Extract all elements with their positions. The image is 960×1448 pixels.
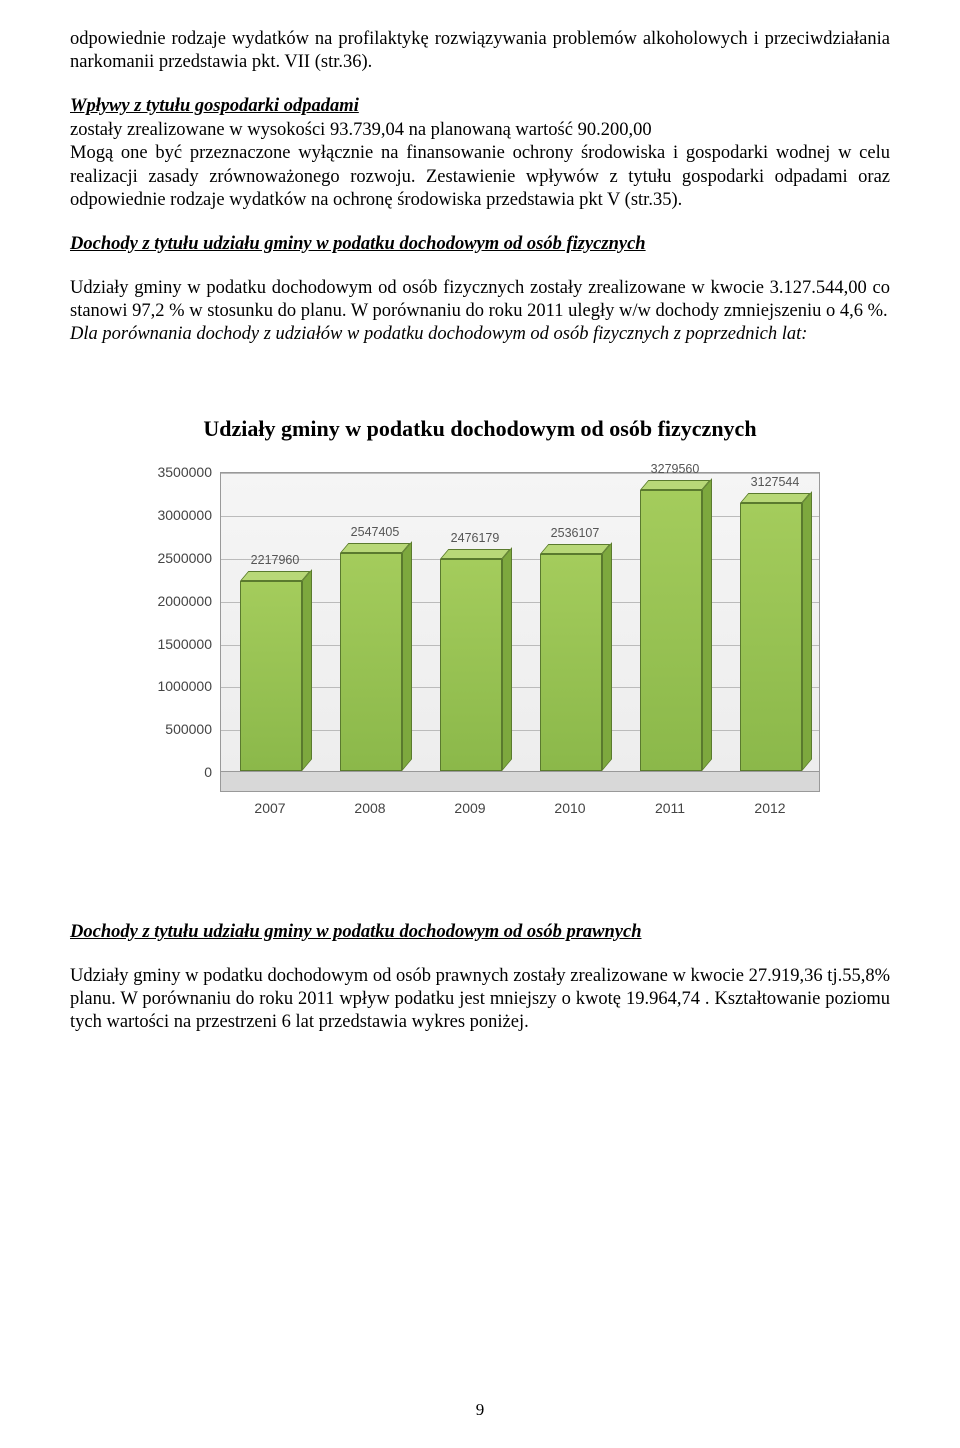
chart-plot-area: 2217960 2547405 2476179 2536107 3279560 31275…	[220, 472, 820, 772]
chart-x-label: 2007	[254, 800, 285, 816]
chart-bar-value: 2476179	[451, 531, 500, 545]
chart-x-label: 2011	[655, 800, 685, 816]
chart-y-label: 500000	[165, 721, 212, 737]
chart-bars: 2217960 2547405 2476179 2536107 3279560 31275…	[221, 473, 819, 771]
section-heading-2: Dochody z tytułu udziału gminy w podatku…	[70, 234, 646, 254]
paragraph-3-italic: Dla porównania dochody z udziałów w poda…	[70, 323, 890, 346]
section-heading-3-wrap: Dochody z tytułu udziału gminy w podatku…	[70, 922, 890, 943]
chart-x-label: 2012	[754, 800, 785, 816]
chart-bar: 3279560	[640, 490, 702, 771]
chart-y-label: 1000000	[157, 678, 212, 694]
chart-floor	[220, 772, 820, 792]
chart-y-label: 3500000	[157, 464, 212, 480]
chart-bar-value: 2536107	[551, 526, 600, 540]
section-heading-1: Wpływy z tytułu gospodarki odpadami	[70, 96, 890, 117]
chart-x-label: 2009	[454, 800, 485, 816]
chart-bar-value: 3127544	[751, 475, 800, 489]
section-heading-3: Dochody z tytułu udziału gminy w podatku…	[70, 922, 642, 942]
chart-y-label: 2500000	[157, 550, 212, 566]
chart-bar: 2476179	[440, 559, 502, 771]
chart-x-label: 2008	[354, 800, 385, 816]
bar-chart-section: Udziały gminy w podatku dochodowym od os…	[70, 416, 890, 832]
chart-y-label: 1500000	[157, 636, 212, 652]
paragraph-3: Udziały gminy w podatku dochodowym od os…	[70, 277, 890, 323]
paragraph-2: zostały zrealizowane w wysokości 93.739,…	[70, 119, 890, 212]
chart-bar-value: 2547405	[351, 525, 400, 539]
chart-bar-value: 3279560	[651, 462, 700, 476]
section-heading-1-wrap: Wpływy z tytułu gospodarki odpadami	[70, 96, 890, 117]
chart-y-label: 2000000	[157, 593, 212, 609]
chart-y-label: 0	[204, 764, 212, 780]
paragraph-4: Udziały gminy w podatku dochodowym od os…	[70, 965, 890, 1034]
section-heading-2-wrap: Dochody z tytułu udziału gminy w podatku…	[70, 234, 890, 255]
chart-bar-value: 2217960	[251, 553, 300, 567]
paragraph-1: odpowiednie rodzaje wydatków na profilak…	[70, 28, 890, 74]
chart-title: Udziały gminy w podatku dochodowym od os…	[70, 416, 890, 442]
chart-bar: 2547405	[340, 553, 402, 771]
chart-container: 0 500000 1000000 1500000 2000000 2500000 30000…	[120, 472, 840, 832]
chart-bar: 2217960	[240, 581, 302, 771]
chart-x-label: 2010	[554, 800, 585, 816]
chart-bar: 2536107	[540, 554, 602, 771]
chart-y-label: 3000000	[157, 507, 212, 523]
chart-bar: 3127544	[740, 503, 802, 771]
page-number: 9	[476, 1400, 485, 1420]
